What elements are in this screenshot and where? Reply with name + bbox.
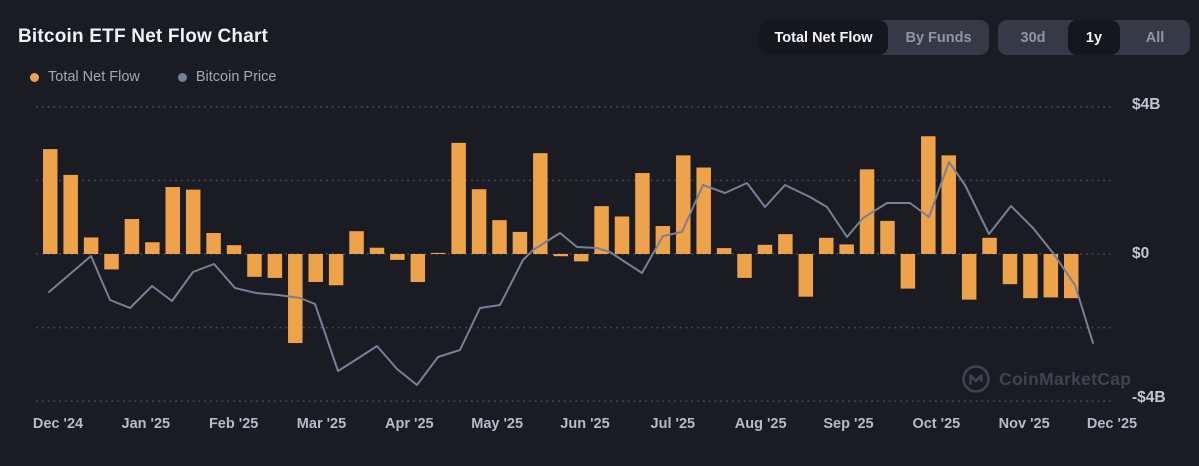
netflow-bar[interactable] <box>308 254 323 282</box>
netflow-bar[interactable] <box>369 247 385 254</box>
netflow-bar[interactable] <box>43 149 58 254</box>
netflow-bar[interactable] <box>900 254 916 289</box>
legend-label: Bitcoin Price <box>195 69 277 85</box>
x-axis-label: Apr '25 <box>385 416 434 432</box>
coinmarketcap-logo-icon <box>962 365 990 393</box>
netflow-bar[interactable] <box>635 173 650 254</box>
tab-by-funds[interactable]: By Funds <box>905 29 972 46</box>
netflow-bar[interactable] <box>410 254 426 282</box>
netflow-bar[interactable] <box>492 220 507 254</box>
netflow-bar[interactable] <box>839 244 854 254</box>
netflow-bar[interactable] <box>288 254 303 344</box>
tab-total-net-flow[interactable]: Total Net Flow <box>759 20 888 55</box>
netflow-bar[interactable] <box>165 187 181 254</box>
netflow-bar[interactable] <box>512 231 528 254</box>
netflow-bar[interactable] <box>859 169 875 254</box>
netflow-bar[interactable] <box>206 233 221 254</box>
coinmarketcap-watermark: CoinMarketCap <box>961 364 1131 394</box>
x-axis-label: Jun '25 <box>560 416 610 432</box>
x-axis-label: Nov '25 <box>998 416 1050 432</box>
x-axis-label: Mar '25 <box>296 416 347 432</box>
x-axis-label: Dec '25 <box>1086 416 1138 432</box>
netflow-bar[interactable] <box>757 244 773 254</box>
x-axis-label: Jan '25 <box>121 416 171 432</box>
netflow-bar[interactable] <box>1043 254 1059 298</box>
netflow-bar[interactable] <box>614 216 630 254</box>
netflow-bar[interactable] <box>226 245 242 254</box>
netflow-bar[interactable] <box>328 254 344 286</box>
netflow-bar[interactable] <box>573 254 589 262</box>
page-title: Bitcoin ETF Net Flow Chart <box>18 26 269 47</box>
netflow-bar[interactable] <box>63 174 78 254</box>
range-1y-button[interactable]: 1y <box>1068 20 1120 55</box>
gray-dot-icon <box>177 72 187 82</box>
series-toggle-group: Total Net Flow By Funds <box>759 20 989 55</box>
netflow-bar[interactable] <box>83 237 99 254</box>
netflow-bar[interactable] <box>553 254 569 257</box>
netflow-bar[interactable] <box>124 219 140 254</box>
netflow-bar[interactable] <box>349 231 364 254</box>
netflow-bar[interactable] <box>594 206 609 254</box>
time-range-toggle-group: 30d 1y All <box>998 20 1190 55</box>
netflow-bar[interactable] <box>104 254 119 270</box>
y-axis-label: $4B <box>1132 96 1161 113</box>
netflow-bar[interactable] <box>533 153 548 254</box>
netflow-bar[interactable] <box>451 142 466 254</box>
netflow-bar[interactable] <box>716 248 732 254</box>
netflow-bar[interactable] <box>390 254 405 260</box>
x-axis-label: Feb '25 <box>208 416 259 432</box>
chart-legend: Total Net Flow Bitcoin Price <box>30 69 276 85</box>
netflow-bar[interactable] <box>1002 254 1018 285</box>
x-axis-label: Dec '24 <box>32 416 84 432</box>
netflow-bar[interactable] <box>798 254 814 297</box>
netflow-bar[interactable] <box>818 237 834 254</box>
x-axis-label: Jul '25 <box>650 416 696 432</box>
netflow-bar[interactable] <box>185 189 201 254</box>
x-axis-label: Aug '25 <box>734 416 787 432</box>
range-30d-button[interactable]: 30d <box>1020 29 1046 46</box>
netflow-bar[interactable] <box>880 220 895 254</box>
x-axis-label: May '25 <box>471 416 524 432</box>
netflow-bar[interactable] <box>961 254 977 300</box>
netflow-bar[interactable] <box>655 226 671 254</box>
netflow-bar[interactable] <box>471 189 487 254</box>
legend-item-total-net-flow[interactable]: Total Net Flow <box>30 69 140 85</box>
netflow-bar[interactable] <box>1023 254 1038 299</box>
netflow-bar[interactable] <box>145 242 160 254</box>
range-all-button[interactable]: All <box>1145 29 1165 46</box>
netflow-bar[interactable] <box>778 234 793 254</box>
netflow-bar[interactable] <box>430 252 446 254</box>
orange-dot-icon <box>30 72 39 82</box>
bitcoin-price-line <box>48 161 1094 386</box>
x-axis-label: Sep '25 <box>823 416 874 432</box>
netflow-bar[interactable] <box>696 167 711 254</box>
netflow-bar[interactable] <box>247 254 262 277</box>
netflow-bar[interactable] <box>921 136 936 254</box>
legend-label: Total Net Flow <box>48 69 140 85</box>
netflow-bar[interactable] <box>676 155 691 254</box>
watermark-label: CoinMarketCap <box>999 368 1132 389</box>
netflow-bar[interactable] <box>737 254 752 278</box>
netflow-bar[interactable] <box>941 155 956 254</box>
netflow-bar[interactable] <box>982 237 997 254</box>
y-axis-label: $0 <box>1132 245 1150 262</box>
y-axis-label: -$4B <box>1132 389 1166 406</box>
legend-item-bitcoin-price[interactable]: Bitcoin Price <box>177 69 277 85</box>
netflow-bar[interactable] <box>267 254 283 278</box>
x-axis-label: Oct '25 <box>912 416 961 432</box>
